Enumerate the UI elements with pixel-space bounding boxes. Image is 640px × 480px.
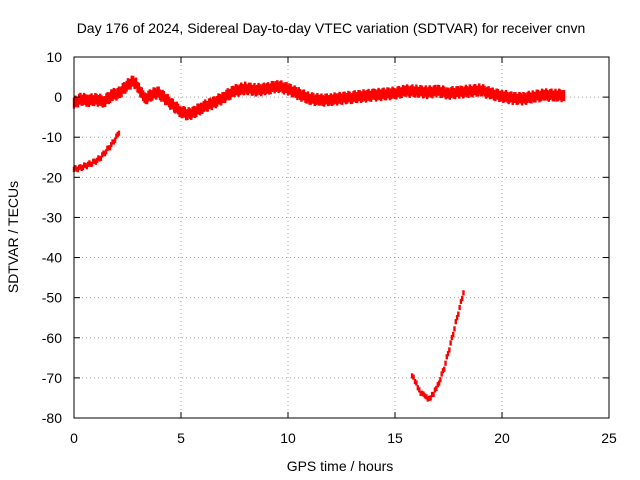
- y-tick-label: -40: [42, 250, 62, 266]
- x-tick-label: 10: [280, 430, 296, 446]
- y-tick-label: -70: [42, 370, 62, 386]
- y-tick-label: -80: [42, 410, 62, 426]
- y-tick-label: 0: [54, 89, 62, 105]
- x-tick-labels: 0 5 10 15 20 25: [70, 430, 617, 446]
- y-tick-label: -20: [42, 169, 62, 185]
- y-tick-label: -60: [42, 330, 62, 346]
- y-tick-label: -30: [42, 209, 62, 225]
- data-series: [72, 75, 566, 402]
- y-tick-labels: 10 0 -10 -20 -30 -40 -50 -60 -70 -80: [42, 49, 62, 426]
- axis-ticks: [73, 56, 610, 419]
- plot-border: [73, 56, 610, 419]
- chart-title: Day 176 of 2024, Sidereal Day-to-day VTE…: [77, 20, 586, 36]
- x-axis-label: GPS time / hours: [287, 458, 394, 474]
- y-tick-label: -10: [42, 129, 62, 145]
- series-early-arc: [72, 130, 121, 173]
- x-tick-label: 0: [70, 430, 78, 446]
- x-tick-label: 20: [494, 430, 510, 446]
- series-main: [72, 75, 566, 121]
- y-axis-label: SDTVAR / TECUs: [5, 181, 21, 293]
- y-tick-label: -50: [42, 290, 62, 306]
- y-tick-label: 10: [46, 49, 62, 65]
- grid-lines: [74, 57, 609, 418]
- x-tick-label: 15: [387, 430, 403, 446]
- x-tick-label: 5: [177, 430, 185, 446]
- series-late-arc: [410, 290, 465, 402]
- x-tick-label: 25: [601, 430, 617, 446]
